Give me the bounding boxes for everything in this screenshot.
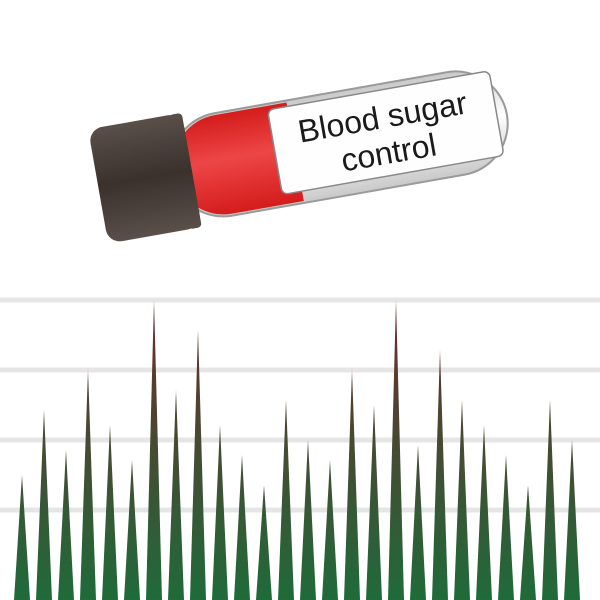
spike — [564, 440, 580, 600]
spike — [542, 400, 558, 600]
spike — [432, 350, 448, 600]
test-tube: Blood sugar control — [88, 57, 517, 243]
spike — [366, 405, 382, 600]
tube-cap — [88, 113, 202, 244]
spike — [124, 460, 140, 600]
spike — [300, 440, 316, 600]
spike — [234, 455, 250, 600]
spike — [388, 300, 404, 600]
spike-chart — [14, 300, 580, 600]
spike — [146, 300, 162, 600]
spike — [344, 370, 360, 600]
spike — [454, 400, 470, 600]
spike — [168, 390, 184, 600]
spike — [80, 370, 96, 600]
spike — [58, 450, 74, 600]
infographic-canvas: Blood sugar control — [0, 0, 600, 600]
spike — [278, 400, 294, 600]
spike — [256, 485, 272, 600]
spike — [14, 475, 30, 600]
spike — [322, 460, 338, 600]
spike — [520, 485, 536, 600]
spike — [498, 455, 514, 600]
tube-label: Blood sugar control — [267, 71, 504, 195]
spike — [410, 445, 426, 600]
